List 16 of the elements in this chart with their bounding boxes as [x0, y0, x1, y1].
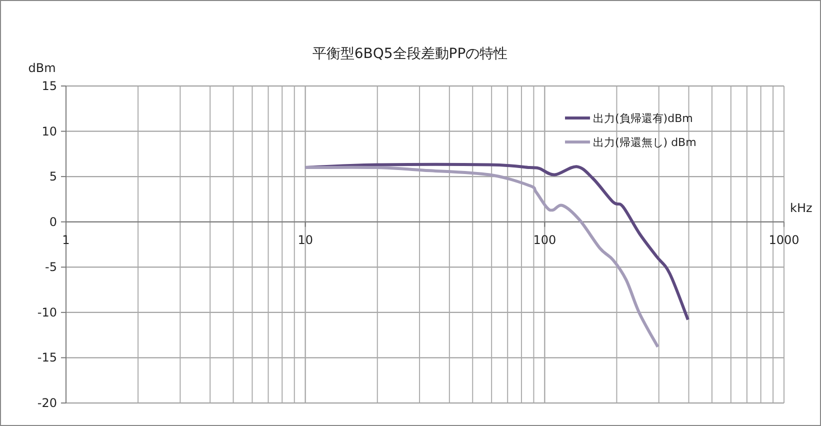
y-axis-title: dBm: [28, 61, 56, 75]
y-tick-label: -10: [37, 305, 57, 320]
y-tick-label: -5: [45, 260, 57, 274]
y-tick-label: -15: [37, 350, 57, 365]
y-tick-label: -20: [37, 396, 57, 410]
legend-label: 出力(帰還無し) dBm: [593, 136, 696, 149]
x-tick-label: 10: [298, 232, 313, 247]
y-tick-label: 15: [42, 79, 57, 93]
y-tick-label: 0: [49, 214, 57, 229]
legend-label: 出力(負帰還有)dBm: [593, 112, 693, 125]
y-tick-label: 10: [42, 124, 57, 138]
chart-title: 平衡型6BQ5全段差動PPの特性: [312, 46, 508, 62]
y-tick-label: 5: [49, 170, 57, 184]
x-tick-label: 100: [533, 232, 556, 247]
x-tick-label: 1000: [768, 232, 800, 247]
x-axis-title: kHz: [790, 200, 812, 215]
